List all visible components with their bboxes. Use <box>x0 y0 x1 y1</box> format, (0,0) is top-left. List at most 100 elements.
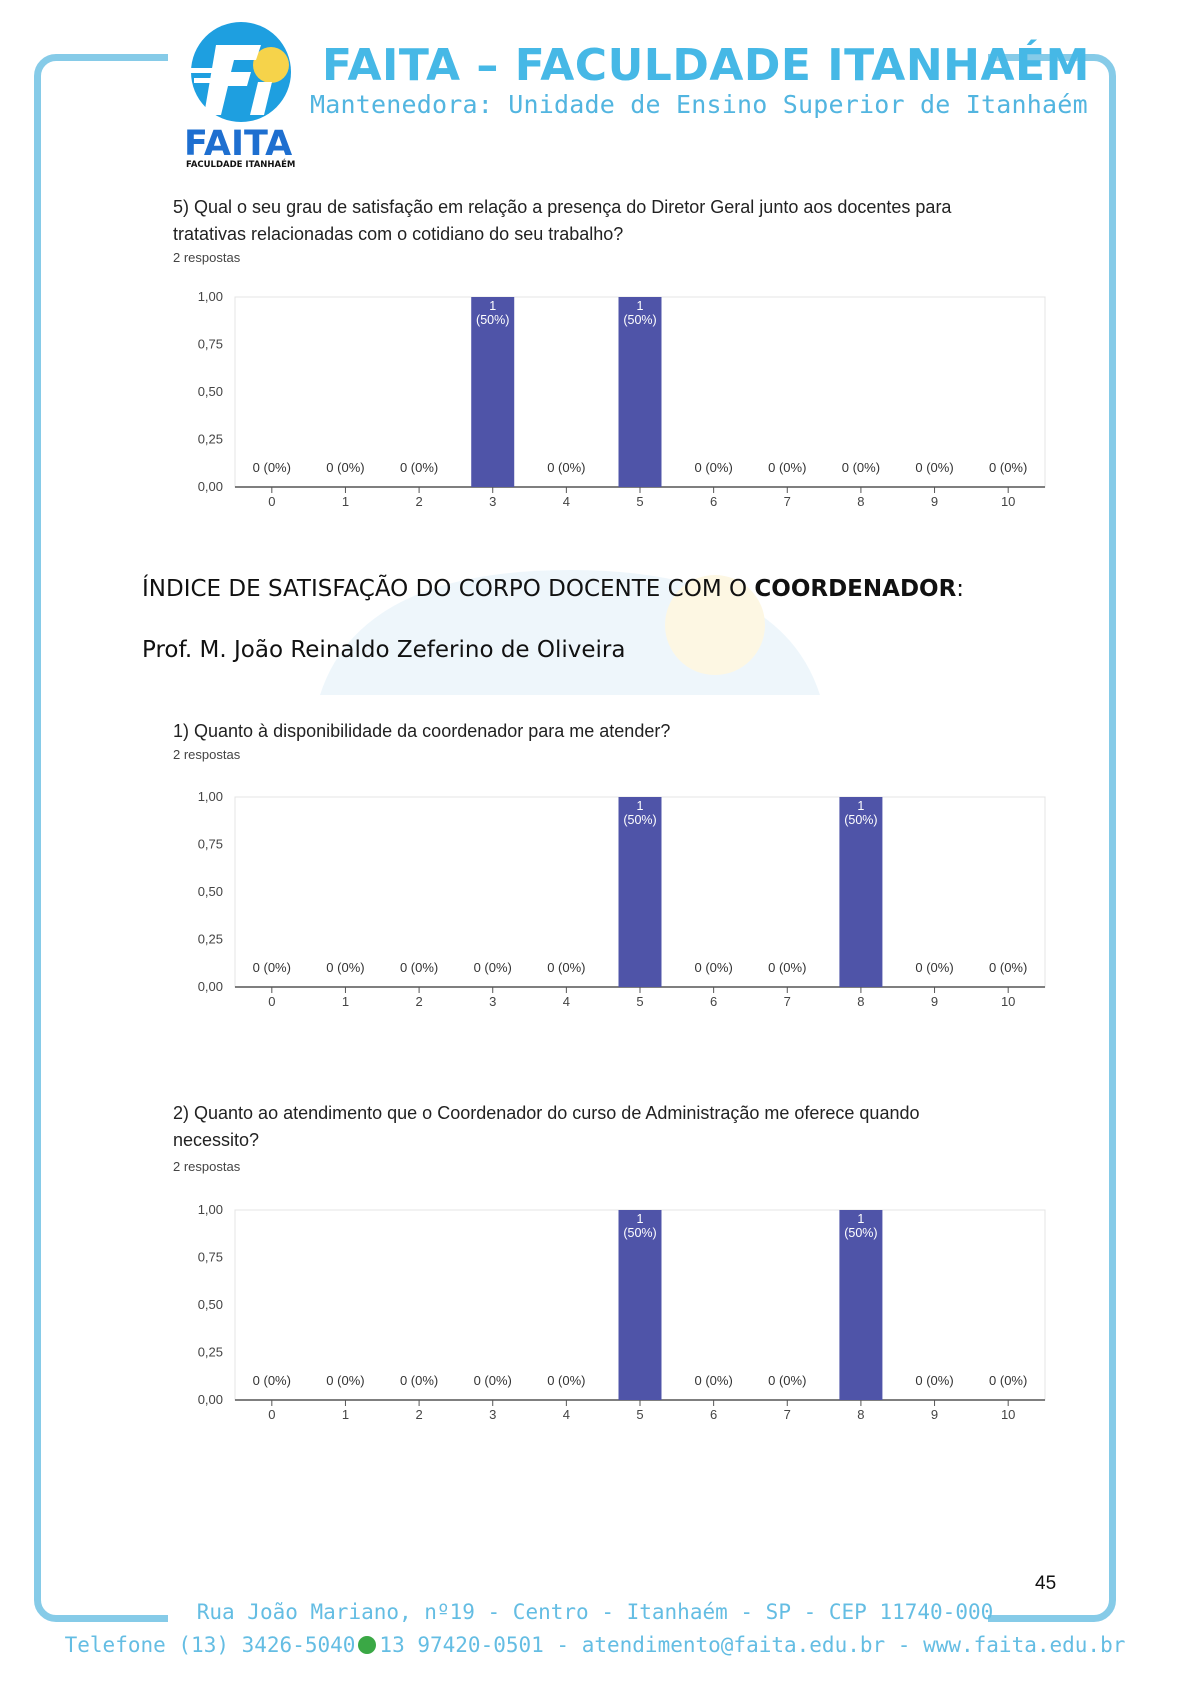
x-tick-label: 5 <box>636 494 643 509</box>
bar <box>839 1210 883 1400</box>
bar-data-label: 0 (0%) <box>915 960 953 975</box>
bar-data-label: 0 (0%) <box>400 960 438 975</box>
question-5-line2: tratativas relacionadas com o cotidiano … <box>173 224 624 244</box>
x-tick-label: 6 <box>710 1407 717 1422</box>
y-tick-label: 1,00 <box>198 289 223 304</box>
bar-data-label: 0 (0%) <box>547 1373 585 1388</box>
bar-data-label: 0 (0%) <box>842 460 880 475</box>
x-tick-label: 7 <box>784 494 791 509</box>
bar-data-label: 1 <box>489 299 496 313</box>
bar-data-label: 0 (0%) <box>326 460 364 475</box>
bar-data-label: 0 (0%) <box>400 1373 438 1388</box>
bar-data-label: (50%) <box>476 313 509 327</box>
logo-text: FAITA <box>186 124 292 164</box>
section-title-suffix: : <box>956 576 965 602</box>
bar-chart-coordinator-availability: 0,00 0,25 0,50 0,75 1,00 0 0 (0%) 1 0 (0%) 2 0 (0%… <box>198 789 1046 1009</box>
x-tick-label: 9 <box>931 994 938 1009</box>
bar-data-label: 0 (0%) <box>694 460 732 475</box>
bar-data-label: 0 (0%) <box>768 960 806 975</box>
bar-data-label: 0 (0%) <box>253 960 291 975</box>
bar-data-label: 1 <box>637 1212 644 1226</box>
x-tick-label: 5 <box>636 1407 643 1422</box>
institution-subtitle: Mantenedora: Unidade de Ensino Superior … <box>310 90 1088 119</box>
bar-data-label: 0 (0%) <box>694 1373 732 1388</box>
x-tick-label: 8 <box>857 494 864 509</box>
bar-data-label: (50%) <box>844 813 877 827</box>
bar-data-label: (50%) <box>623 313 656 327</box>
x-tick-label: 1 <box>342 494 349 509</box>
coordinator-question-2: 2) Quanto ao atendimento que o Coordenad… <box>173 1100 920 1154</box>
bar-data-label: 0 (0%) <box>768 460 806 475</box>
x-tick-label: 3 <box>489 994 496 1009</box>
x-tick-label: 4 <box>563 1407 570 1422</box>
bar-data-label: (50%) <box>623 813 656 827</box>
bar-data-label: 0 (0%) <box>474 1373 512 1388</box>
x-tick-label: 8 <box>857 1407 864 1422</box>
y-tick-label: 0,75 <box>198 337 223 352</box>
x-tick-label: 9 <box>931 1407 938 1422</box>
bar-data-label: 0 (0%) <box>253 460 291 475</box>
bar-chart-coordinator-service: 0,00 0,25 0,50 0,75 1,00 0 0 (0%) 1 0 (0%) 2 0 (0%… <box>198 1202 1046 1422</box>
page-number: 45 <box>1035 1573 1057 1594</box>
bar-data-label: 0 (0%) <box>253 1373 291 1388</box>
bar-data-label: 0 (0%) <box>915 1373 953 1388</box>
bar <box>618 797 662 987</box>
y-tick-label: 0,00 <box>198 1392 223 1407</box>
bar <box>618 297 662 487</box>
bar-data-label: 0 (0%) <box>989 460 1027 475</box>
x-tick-label: 9 <box>931 494 938 509</box>
x-tick-label: 5 <box>636 994 643 1009</box>
bar-data-label: 0 (0%) <box>915 460 953 475</box>
y-tick-label: 0,75 <box>198 1250 223 1265</box>
whatsapp-icon <box>358 1636 377 1654</box>
y-tick-label: 0,00 <box>198 979 223 994</box>
y-tick-label: 0,50 <box>198 884 223 899</box>
y-tick-label: 1,00 <box>198 1202 223 1217</box>
x-tick-label: 0 <box>268 494 275 509</box>
x-tick-label: 2 <box>415 494 422 509</box>
section-title-bold: COORDENADOR <box>754 576 957 602</box>
y-tick-label: 0,25 <box>198 432 223 447</box>
x-tick-label: 4 <box>563 494 570 509</box>
x-tick-label: 0 <box>268 1407 275 1422</box>
x-tick-label: 6 <box>710 994 717 1009</box>
bar-data-label: 0 (0%) <box>326 960 364 975</box>
y-tick-label: 0,25 <box>198 932 223 947</box>
y-tick-label: 0,75 <box>198 837 223 852</box>
bar-data-label: 1 <box>637 799 644 813</box>
institution-title: FAITA – FACULDADE ITANHAÉM <box>322 40 1090 91</box>
question-5-responses: 2 respostas <box>173 250 241 265</box>
x-tick-label: 10 <box>1001 994 1015 1009</box>
bar-data-label: 0 (0%) <box>400 460 438 475</box>
x-tick-label: 10 <box>1001 494 1015 509</box>
x-tick-label: 10 <box>1001 1407 1015 1422</box>
bar-data-label: 0 (0%) <box>694 960 732 975</box>
coordinator-question-2-line2: necessito? <box>173 1130 260 1150</box>
x-tick-label: 3 <box>489 1407 496 1422</box>
x-tick-label: 7 <box>784 994 791 1009</box>
y-tick-label: 0,25 <box>198 1345 223 1360</box>
y-tick-label: 0,50 <box>198 1297 223 1312</box>
x-tick-label: 1 <box>342 1407 349 1422</box>
bar-data-label: 0 (0%) <box>768 1373 806 1388</box>
coordinator-name: Prof. M. João Reinaldo Zeferino de Olive… <box>142 637 626 663</box>
x-tick-label: 2 <box>415 1407 422 1422</box>
coordinator-question-1-responses: 2 respostas <box>173 747 241 762</box>
section-title: ÍNDICE DE SATISFAÇÃO DO CORPO DOCENTE CO… <box>142 576 964 602</box>
watermark-logo <box>320 570 820 695</box>
x-tick-label: 8 <box>857 994 864 1009</box>
x-tick-label: 4 <box>563 994 570 1009</box>
bar-data-label: 1 <box>857 799 864 813</box>
bar-data-label: (50%) <box>844 1226 877 1240</box>
bar <box>618 1210 662 1400</box>
coordinator-question-2-line1: 2) Quanto ao atendimento que o Coordenad… <box>173 1103 920 1123</box>
coordinator-question-1: 1) Quanto à disponibilidade da coordenad… <box>173 721 671 741</box>
x-tick-label: 3 <box>489 494 496 509</box>
bar-data-label: 0 (0%) <box>547 960 585 975</box>
y-tick-label: 1,00 <box>198 789 223 804</box>
bar-data-label: 0 (0%) <box>989 1373 1027 1388</box>
x-tick-label: 6 <box>710 494 717 509</box>
logo-subtext: FACULDADE ITANHAÉM <box>186 158 295 170</box>
bar-data-label: 0 (0%) <box>989 960 1027 975</box>
y-tick-label: 0,00 <box>198 479 223 494</box>
